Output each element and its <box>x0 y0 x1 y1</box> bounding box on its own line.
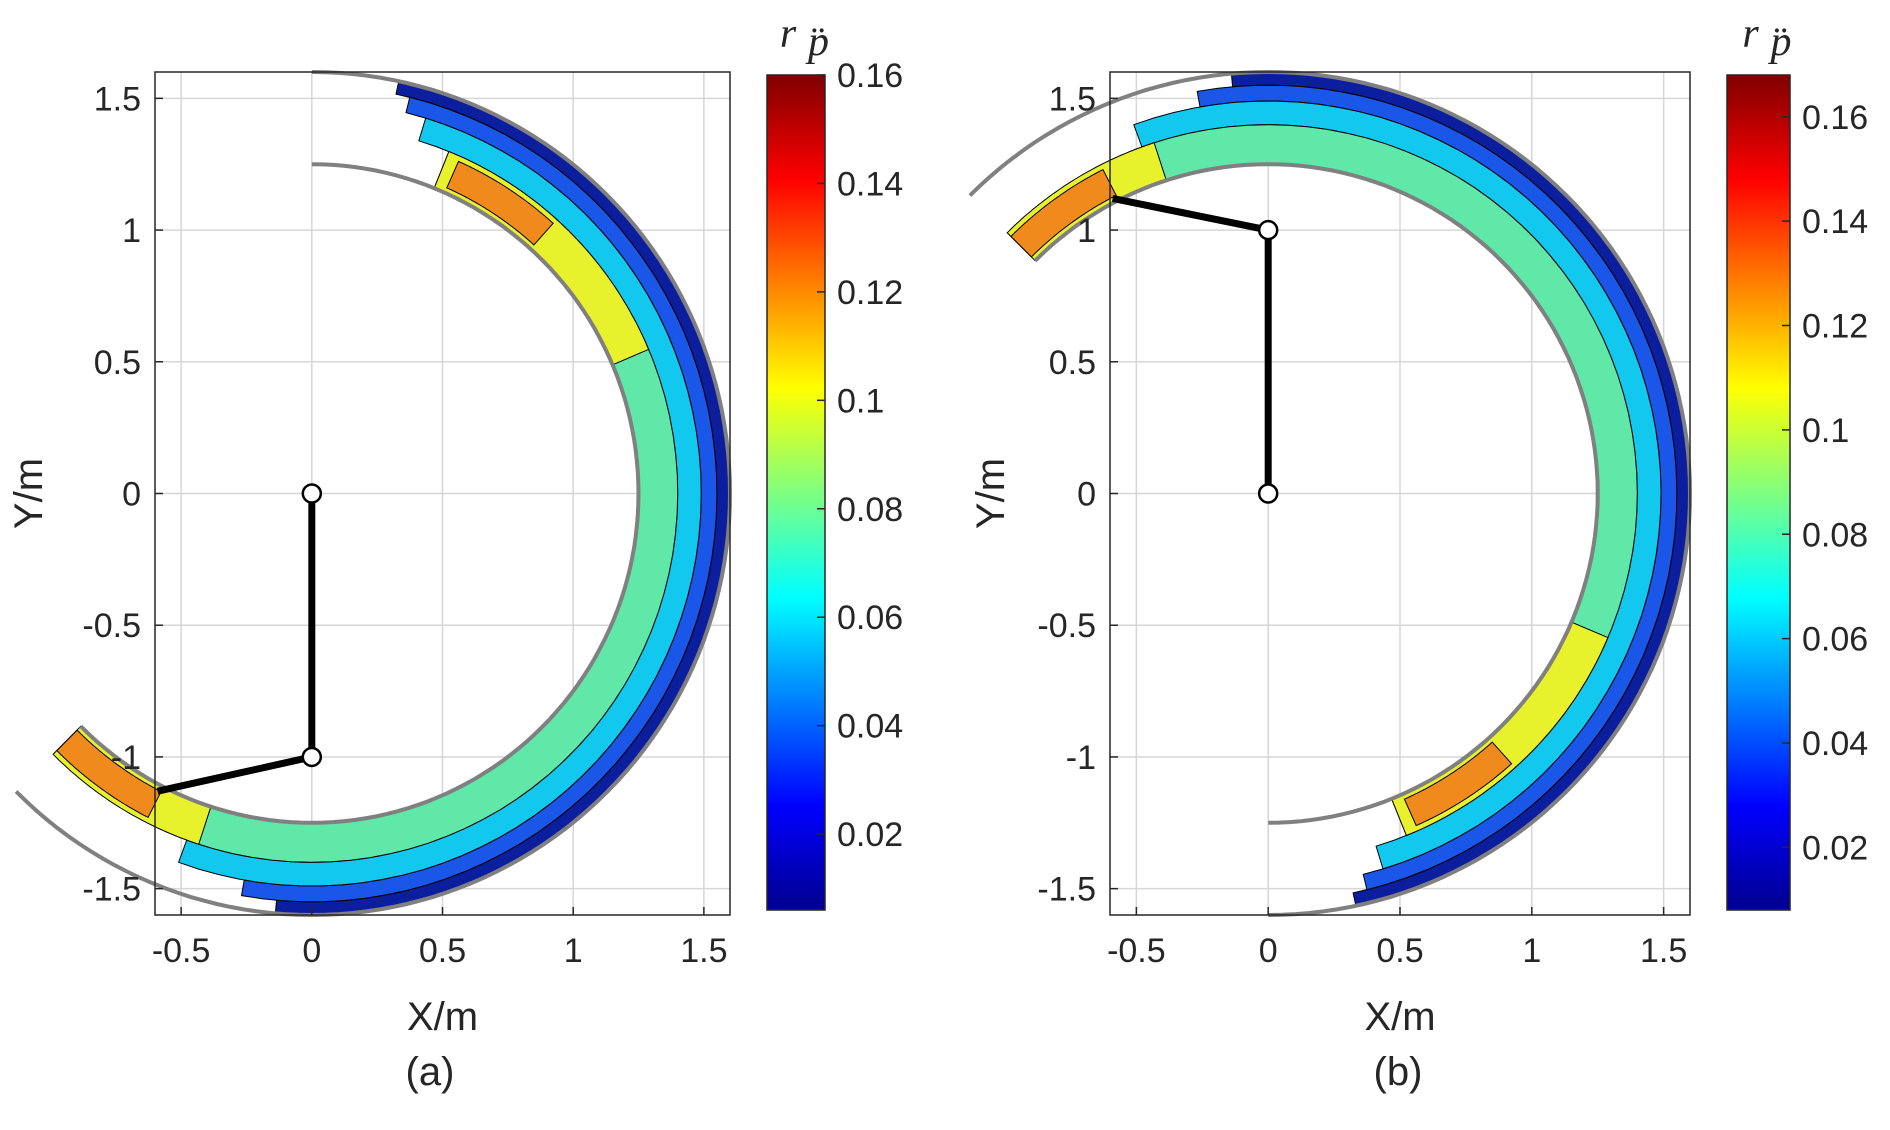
colorbar-tick-label: 0.08 <box>837 491 903 529</box>
outer-boundary <box>14 70 733 918</box>
x-tick-label: 1.5 <box>680 932 727 970</box>
x-axis-label: X/m <box>407 995 478 1039</box>
colorbar <box>766 74 826 911</box>
colorbar <box>1726 74 1791 911</box>
colorbar-tick-label: 0.08 <box>1802 516 1868 554</box>
y-tick-label: -1.5 <box>82 871 141 909</box>
shoulder-joint <box>1257 483 1279 504</box>
y-tick-label: 0 <box>122 476 141 514</box>
colorbar-tick-label: 0.04 <box>1802 725 1868 763</box>
y-tick-label: -1.5 <box>1037 871 1096 909</box>
colorbar-tick-label: 0.16 <box>837 57 903 95</box>
colorbar-tick-label: 0.14 <box>1802 203 1868 241</box>
y-tick-label: 1.5 <box>94 80 141 118</box>
outer-boundary <box>968 69 1693 917</box>
y-tick-label: 1 <box>122 212 141 250</box>
lower-link <box>156 753 313 795</box>
x-tick-label: 1 <box>1522 932 1541 970</box>
y-tick-label: -1 <box>1066 739 1096 777</box>
contour-band <box>1010 168 1117 258</box>
colorbar-tick-label: 0.04 <box>837 708 903 746</box>
colorbar-tick-label: 0.06 <box>837 599 903 637</box>
colorbar-tick-label: 0.02 <box>1802 829 1868 867</box>
x-axis-label: X/m <box>1364 995 1435 1039</box>
y-axis-label: Y/m <box>969 458 1013 529</box>
y-axis-label: Y/m <box>7 458 51 529</box>
x-tick-label: 1 <box>564 932 583 970</box>
y-tick-label: 0.5 <box>94 344 141 382</box>
contour-band <box>1403 741 1513 827</box>
colorbar-title: r <box>1742 11 1759 57</box>
contour-band <box>56 729 162 819</box>
x-tick-label: 0 <box>302 932 321 970</box>
contour-band <box>446 160 554 246</box>
colorbar-tick-label: 0.1 <box>1802 412 1849 450</box>
colorbar-tick-label: 0.06 <box>1802 621 1868 659</box>
colorbar-tick-label: 0.16 <box>1802 99 1868 137</box>
y-tick-label: -0.5 <box>1037 607 1096 645</box>
colorbar-title-subscript: p̈ <box>1768 19 1792 65</box>
y-tick-label: 1.5 <box>1049 80 1096 118</box>
colorbar-tick-label: 0.12 <box>1802 308 1868 346</box>
colorbar-tick-label: 0.02 <box>837 816 903 854</box>
colorbar-title-subscript: p̈ <box>805 19 829 65</box>
inner-boundary <box>1033 162 1600 825</box>
colorbar-title: r <box>780 11 797 57</box>
x-tick-label: 0.5 <box>1376 932 1423 970</box>
colorbar-tick-label: 0.14 <box>837 165 903 203</box>
x-tick-label: 0 <box>1259 932 1278 970</box>
x-tick-label: -0.5 <box>152 932 211 970</box>
y-tick-label: 0 <box>1077 476 1096 514</box>
y-tick-label: -0.5 <box>82 607 141 645</box>
shoulder-joint <box>301 483 323 504</box>
x-tick-label: 1.5 <box>1640 932 1687 970</box>
x-tick-label: -0.5 <box>1107 932 1166 970</box>
colorbar-tick-label: 0.1 <box>837 382 884 420</box>
x-tick-label: 0.5 <box>419 932 466 970</box>
panel-b: -0.5 0 0.5 1 1.5 -1.5 -1 -0.5 0 0.5 1 1.5 X/m Y/m 0.02… <box>968 11 1868 1094</box>
panel-caption: (b) <box>1374 1050 1423 1094</box>
panel-caption: (a) <box>406 1050 455 1094</box>
panel-a: -0.5 0 0.5 1 1.5 -1.5 -1 -0.5 0 0.5 1 1.5 X/m Y/m 0.02… <box>7 11 903 1094</box>
y-tick-label: 1 <box>1077 212 1096 250</box>
colorbar-tick-label: 0.12 <box>837 274 903 312</box>
inner-boundary <box>79 162 641 825</box>
elbow-joint <box>1257 219 1279 241</box>
y-tick-label: -1 <box>111 739 141 777</box>
elbow-joint <box>301 746 323 768</box>
lower-link <box>1111 195 1269 234</box>
y-tick-label: 0.5 <box>1049 344 1096 382</box>
